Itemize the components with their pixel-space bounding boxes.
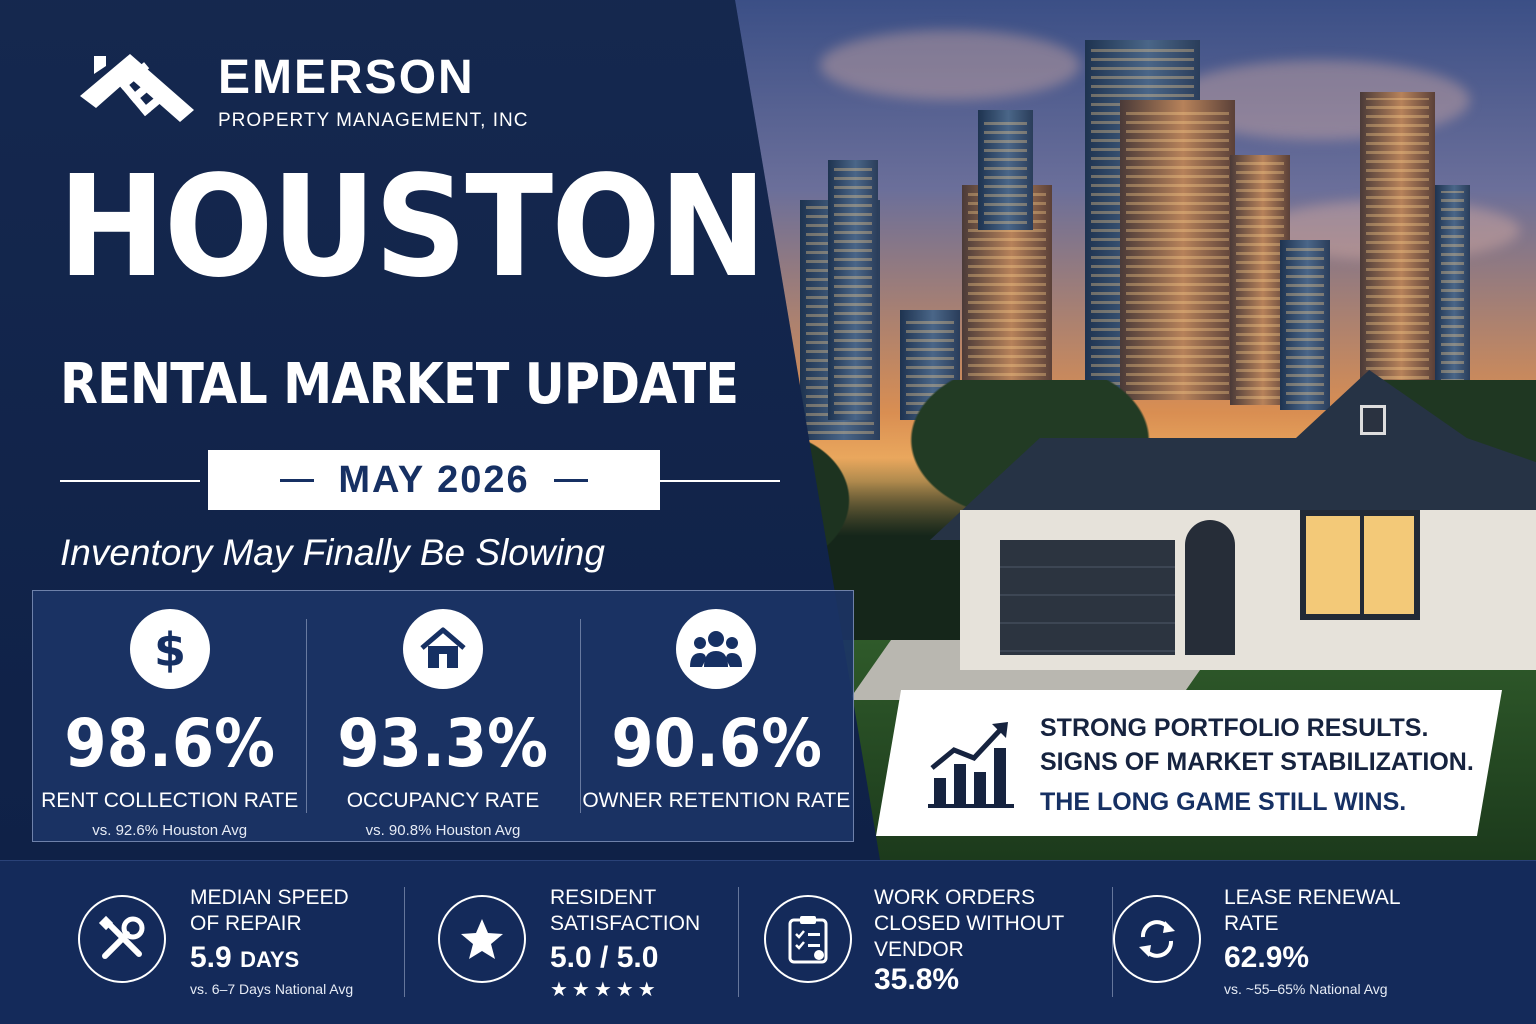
- brand-name: EMERSON: [218, 51, 475, 104]
- portfolio-callout: STRONG PORTFOLIO RESULTS. SIGNS OF MARKE…: [876, 690, 1502, 836]
- brand-logo: EMERSON PROPERTY MANAGEMENT, INC: [72, 48, 528, 138]
- metric-label: RATE: [1224, 912, 1279, 935]
- stat-compare: vs. 92.6% Houston Avg: [92, 822, 248, 839]
- stat-label: RENT COLLECTION RATE: [41, 789, 299, 812]
- date-label: MAY 2026: [338, 458, 530, 501]
- metric-label: RESIDENT: [550, 886, 657, 909]
- metric-compare: vs. ~55–65% National Avg: [1224, 981, 1388, 997]
- metric-repair-speed: MEDIAN SPEED OF REPAIR 5.9 DAYS vs. 6–7 …: [0, 861, 404, 1024]
- hero-photo: [700, 0, 1536, 860]
- star-icon: [438, 895, 526, 983]
- metric-label: CLOSED WITHOUT: [874, 912, 1065, 935]
- metric-label: OF REPAIR: [190, 912, 302, 935]
- renew-icon: [1113, 895, 1201, 983]
- page-title: HOUSTON: [58, 146, 767, 309]
- metric-compare: vs. 6–7 Days National Avg: [190, 981, 354, 997]
- stat-owner-retention: 90.6% OWNER RETENTION RATE: [579, 591, 853, 841]
- tools-icon: [78, 895, 166, 983]
- page-subtitle: RENTAL MARKET UPDATE: [60, 352, 739, 417]
- brand-subtitle: PROPERTY MANAGEMENT, INC: [218, 110, 529, 131]
- stat-label: OWNER RETENTION RATE: [582, 789, 851, 812]
- metric-work-orders: WORK ORDERS CLOSED WITHOUT VENDOR 35.8%: [738, 861, 1112, 1024]
- house-illustration: [930, 330, 1536, 680]
- metric-label: WORK ORDERS: [874, 886, 1036, 909]
- metric-label: LEASE RENEWAL: [1224, 886, 1401, 909]
- stat-occupancy: 93.3% OCCUPANCY RATE vs. 90.8% Houston A…: [306, 591, 579, 841]
- front-window: [1300, 510, 1420, 620]
- stat-value: 93.3%: [337, 705, 549, 782]
- tagline: Inventory May Finally Be Slowing: [60, 532, 605, 573]
- callout-line-2: SIGNS OF MARKET STABILIZATION.: [1040, 748, 1474, 776]
- metric-lease-renewal: LEASE RENEWAL RATE 62.9% vs. ~55–65% Nat…: [1112, 861, 1536, 1024]
- stat-value: 90.6%: [610, 705, 822, 782]
- rating-stars: ★★★★★: [550, 979, 660, 1001]
- stat-value: 98.6%: [64, 705, 275, 782]
- metric-label: MEDIAN SPEED: [190, 886, 349, 909]
- metric-value: 5.9 DAYS: [190, 941, 300, 974]
- callout-line-1: STRONG PORTFOLIO RESULTS.: [1040, 714, 1429, 742]
- stat-rent-collection: $ 98.6% RENT COLLECTION RATE vs. 92.6% H…: [33, 591, 306, 841]
- growth-chart-icon: [928, 718, 1014, 808]
- metric-value: 5.0 / 5.0: [550, 941, 659, 974]
- date-banner: MAY 2026: [60, 450, 780, 510]
- stat-label: OCCUPANCY RATE: [346, 789, 540, 812]
- callout-line-3: THE LONG GAME STILL WINS.: [1040, 788, 1407, 816]
- key-stats-panel: $ 98.6% RENT COLLECTION RATE vs. 92.6% H…: [32, 590, 854, 842]
- metric-label: VENDOR: [874, 938, 964, 961]
- svg-text:$: $: [154, 624, 186, 674]
- secondary-metrics-band: MEDIAN SPEED OF REPAIR 5.9 DAYS vs. 6–7 …: [0, 860, 1536, 1024]
- house-icon: [402, 609, 483, 689]
- metric-value: 62.9%: [1224, 941, 1310, 974]
- house-logo-icon: [72, 48, 202, 138]
- metric-label: SATISFACTION: [550, 912, 701, 935]
- front-door: [1185, 520, 1235, 655]
- garage-door: [1000, 540, 1175, 655]
- dollar-icon: $: [129, 609, 210, 689]
- metric-value: 35.8%: [874, 963, 960, 996]
- clipboard-icon: [764, 895, 852, 983]
- metric-resident-satisfaction: RESIDENT SATISFACTION 5.0 / 5.0 ★★★★★: [404, 861, 738, 1024]
- stat-compare: vs. 90.8% Houston Avg: [365, 822, 521, 839]
- people-icon: [676, 609, 757, 689]
